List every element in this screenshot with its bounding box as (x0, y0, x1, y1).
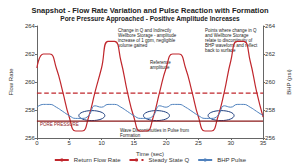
svg-text:PORE PRESSURE: PORE PRESSURE (40, 122, 79, 127)
svg-text:relate to discontinuity of: relate to discontinuity of (205, 38, 254, 43)
svg-text:Change in Q and Indirectly: Change in Q and Indirectly (118, 28, 173, 33)
svg-text:Wellbore Storage - amplitude: Wellbore Storage - amplitude (118, 33, 178, 38)
svg-text:258: 258 (265, 107, 276, 113)
svg-text:Snapshot - Flow Rate Variation: Snapshot - Flow Rate Variation and Pulse… (31, 6, 269, 15)
svg-text:262: 262 (265, 51, 276, 57)
svg-text:Steady State Q: Steady State Q (148, 157, 189, 163)
svg-text:amplitude: amplitude (150, 65, 170, 70)
svg-text:5: 5 (68, 140, 72, 146)
svg-text:Formation: Formation (120, 133, 141, 138)
svg-text:25: 25 (195, 140, 202, 146)
svg-text:BHP (psi): BHP (psi) (286, 69, 292, 95)
svg-text:0: 0 (35, 140, 39, 146)
svg-text:20: 20 (163, 140, 170, 146)
svg-text:15: 15 (131, 140, 138, 146)
svg-text:30: 30 (227, 140, 234, 146)
svg-text:35: 35 (260, 140, 267, 146)
svg-text:volume gained: volume gained (118, 43, 148, 48)
svg-text:Pore Pressure Approached - Pos: Pore Pressure Approached - Positive Ampl… (60, 15, 240, 23)
svg-text:256: 256 (265, 135, 276, 141)
svg-text:264: 264 (265, 23, 276, 29)
svg-text:BHP waveform and reflect: BHP waveform and reflect (205, 43, 259, 48)
svg-text:10: 10 (98, 140, 105, 146)
svg-text:and Wellbore Storage: and Wellbore Storage (205, 33, 250, 38)
svg-text:260: 260 (25, 79, 36, 85)
svg-text:Points where change in Q: Points where change in Q (205, 28, 258, 33)
svg-text:262: 262 (25, 51, 36, 57)
svg-text:Return Flow Rate: Return Flow Rate (74, 157, 121, 163)
svg-text:Flow Rate: Flow Rate (8, 68, 14, 96)
svg-text:260: 260 (265, 79, 276, 85)
svg-text:258: 258 (25, 107, 36, 113)
svg-text:Time (sec): Time (sec) (136, 151, 164, 157)
svg-text:264: 264 (25, 23, 36, 29)
svg-text:Wave Discontinuities in Pulse: Wave Discontinuities in Pulse from (120, 128, 191, 133)
svg-text:increase of 1 gpm, negligible: increase of 1 gpm, negligible (118, 38, 177, 43)
svg-text:256: 256 (25, 135, 36, 141)
svg-text:BHP Pulse: BHP Pulse (217, 157, 247, 163)
svg-text:Reference: Reference (150, 60, 172, 65)
svg-text:back to surface: back to surface (205, 48, 236, 53)
